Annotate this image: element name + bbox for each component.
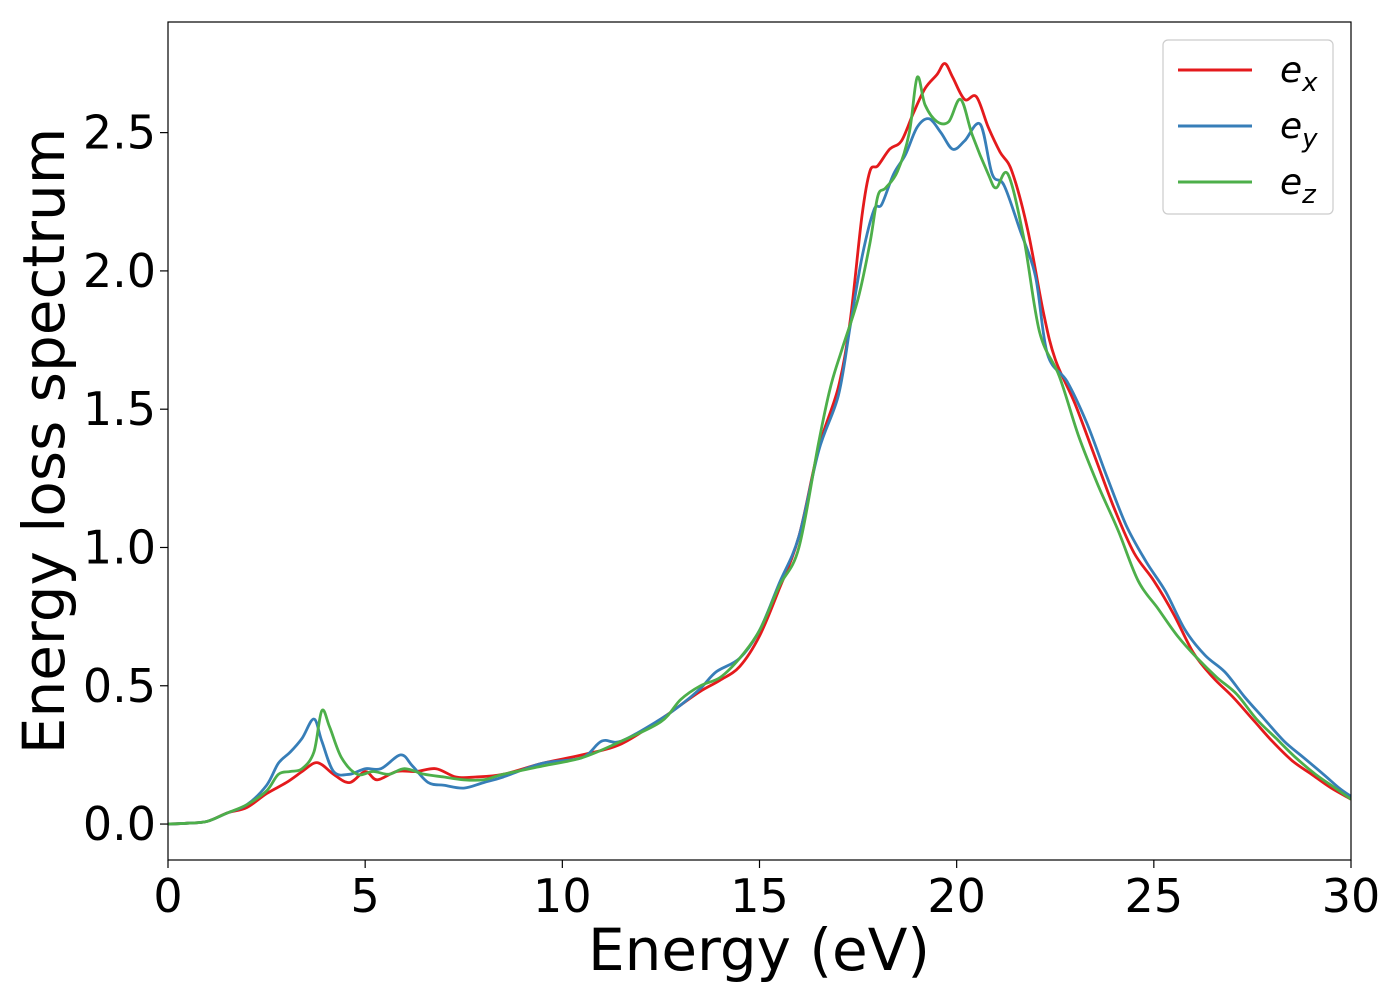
series-line-z: [168, 75, 1351, 826]
x-axis-ticks: 0 5 10 15 20 25 30: [153, 860, 1380, 923]
y-tick-label: 1.5: [83, 382, 156, 436]
legend-label-z: ez: [1280, 162, 1317, 210]
series-lines: [168, 62, 1351, 826]
x-axis-label: Energy (eV): [588, 916, 930, 984]
x-tick-label: 10: [533, 869, 592, 923]
x-tick-label: 20: [927, 869, 986, 923]
legend-label-x: ex: [1280, 50, 1318, 98]
legend-label-y: ey: [1280, 106, 1318, 154]
y-tick-label: 1.0: [83, 520, 156, 574]
y-axis-ticks: 0.0 0.5 1.0 1.5 2.0 2.5: [83, 106, 168, 851]
x-tick-label: 0: [153, 869, 182, 923]
y-tick-label: 2.0: [83, 244, 156, 298]
y-tick-label: 0.5: [83, 659, 156, 713]
y-tick-label: 0.0: [83, 797, 156, 851]
series-line-y: [168, 117, 1351, 826]
x-tick-label: 15: [730, 869, 789, 923]
x-tick-label: 30: [1322, 869, 1381, 923]
y-axis-label: Energy loss spectrum: [10, 128, 78, 754]
x-tick-label: 25: [1125, 869, 1184, 923]
y-tick-label: 2.5: [83, 106, 156, 160]
legend: ex ey ez: [1162, 39, 1334, 215]
x-tick-label: 5: [351, 869, 380, 923]
